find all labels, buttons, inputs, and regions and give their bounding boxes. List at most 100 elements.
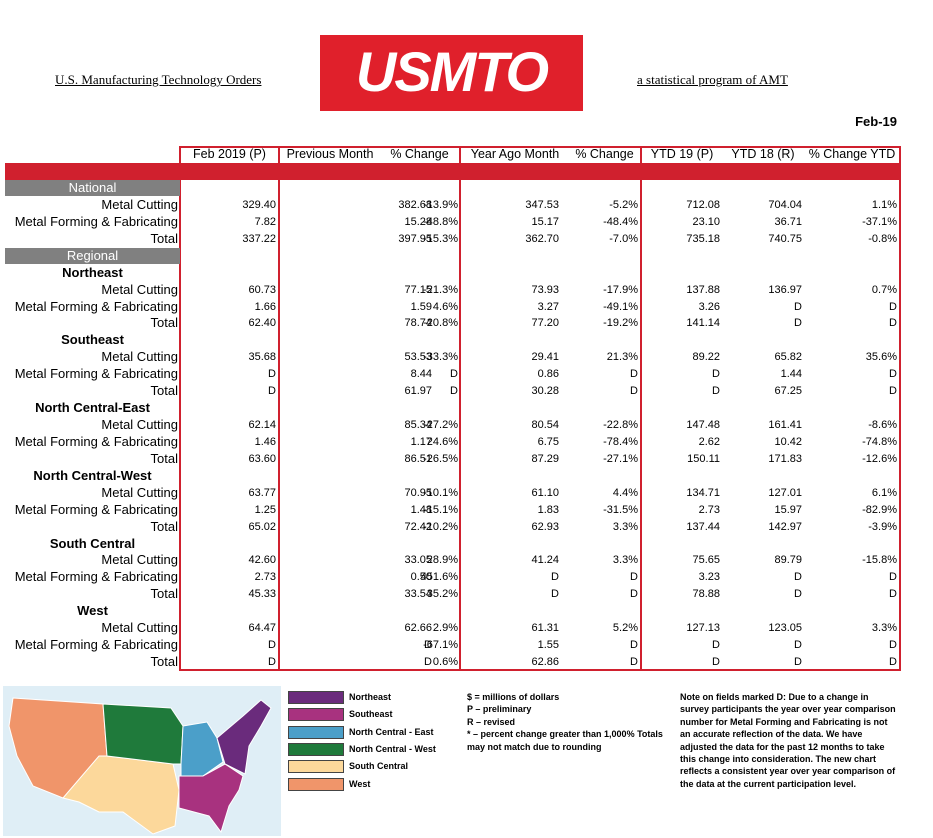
cell: -37.1% [862,215,897,228]
cell: 41.24 [531,554,559,567]
cell: 35.2% [426,588,458,601]
column-header: Previous Month [286,147,374,161]
row-label: Metal Cutting [101,552,178,568]
row-label: Metal Forming & Fabricating [14,637,178,653]
cell: 6.75 [537,435,559,448]
cell: 3.3% [612,554,638,567]
cell: D [450,368,458,381]
row-label: Metal Cutting [101,196,178,212]
cell: 67.25 [774,385,802,398]
section-title: National [5,180,180,196]
cell: 2.73 [254,571,276,584]
cell: 21.3% [606,351,638,364]
row-label: Metal Cutting [101,281,178,297]
note: P – preliminary [467,704,532,715]
cell: -8.6% [868,419,897,432]
column-header: % Change YTD [808,147,896,161]
cell: 3.26 [698,300,720,313]
column-header: % Change [390,147,449,161]
cell: 65.82 [774,351,802,364]
cell: 6.1% [871,486,897,499]
row-label: Total [150,230,178,246]
cell: -82.9% [862,503,897,516]
cell: 10.42 [774,435,802,448]
cell: 36.71 [774,215,802,228]
cell: 329.40 [242,198,276,211]
row-label: Total [150,315,178,331]
header-left: U.S. Manufacturing Technology Orders [55,72,262,87]
cell: D [712,385,720,398]
cell: 7.82 [254,215,276,228]
cell: D [424,656,432,669]
column-header: YTD 18 (R) [731,147,795,161]
cell: 147.48 [686,419,720,432]
cell: 64.47 [248,622,276,635]
cell: -74.8% [862,435,897,448]
row-label: Metal Forming & Fabricating [14,298,178,314]
row-label: Metal Cutting [101,417,178,433]
cell: D [630,571,638,584]
column-box [640,146,901,671]
cell: D [794,571,802,584]
cell: 63.60 [248,452,276,465]
cell: 53.53 [404,351,432,364]
map-region [102,703,184,765]
cell: 337.22 [242,232,276,245]
cell: -15.1% [423,503,458,516]
row-label: Metal Forming & Fabricating [14,366,178,382]
logo: USMTO [355,40,549,103]
cell: -10.1% [423,486,458,499]
cell: 150.11 [687,452,720,465]
cell: 3.3% [612,520,638,533]
cell: 3.3% [871,622,897,635]
cell: 1.44 [780,368,802,381]
legend-swatch [288,725,344,739]
cell: 23.10 [692,215,720,228]
cell: D [889,385,897,398]
cell: 136.97 [768,283,802,296]
row-label: Total [150,654,178,670]
section-title: Regional [5,247,180,264]
cell: 72.42 [404,520,432,533]
cell: -12.6% [862,452,897,465]
cell: -3.9% [868,520,897,533]
cell: -21.3% [423,283,458,296]
cell: 30.28 [531,385,559,398]
cell: D [630,368,638,381]
cell: 735.18 [686,232,720,245]
cell: D [889,571,897,584]
cell: D [551,588,559,601]
cell: 137.44 [686,520,720,533]
legend-label: North Central - West [349,743,436,754]
cell: 35.6% [865,351,897,364]
cell: -20.8% [423,317,458,330]
cell: 78.88 [692,588,720,601]
cell: 73.93 [531,283,559,296]
cell: 740.75 [768,232,802,245]
cell: -49.1% [603,300,638,313]
cell: -78.4% [603,435,638,448]
region-name: West [77,603,108,619]
cell: 1.83 [537,503,559,516]
cell: 347.53 [525,198,559,211]
cell: 15.28 [404,215,432,228]
cell: 77.20 [531,317,559,330]
cell: 78.74 [404,317,432,330]
cell: 1.17 [410,435,432,448]
cell: 127.01 [768,486,802,499]
cell: 137.88 [686,283,720,296]
map-region [180,721,224,777]
cell: 33.54 [404,588,432,601]
cell: -17.9% [603,283,638,296]
cell: 1.59 [410,300,432,313]
cell: D [268,639,276,652]
cell: D [889,639,897,652]
cell: 60.73 [248,283,276,296]
cell: D [794,588,802,601]
row-label: Metal Forming & Fabricating [14,213,178,229]
cell: D [712,656,720,669]
column-header: % Change [575,147,634,161]
legend-label: West [349,778,371,789]
column-header: Feb 2019 (P) [193,147,266,161]
